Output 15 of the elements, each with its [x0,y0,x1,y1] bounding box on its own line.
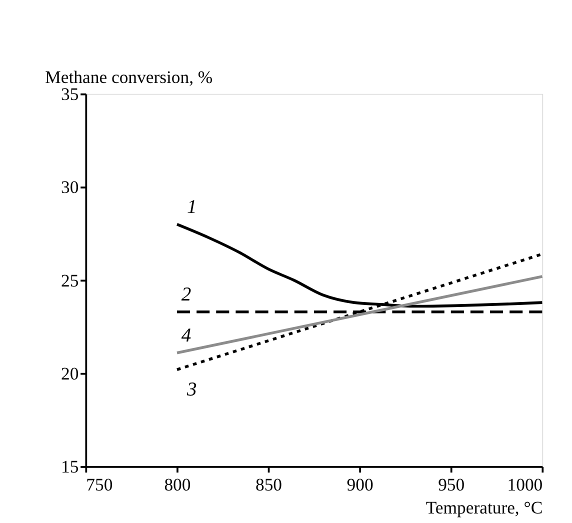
series-label: 2 [181,284,192,306]
y-tick-label: 25 [61,270,79,290]
series-label: 1 [187,197,197,218]
series-label: 3 [186,380,198,401]
x-tick-label: 800 [164,474,191,494]
y-tick-label: 15 [61,456,79,477]
x-tick-label: 850 [256,474,282,494]
x-axis-title: Temperature, °C [426,498,543,518]
x-tick-label: 950 [438,474,465,494]
x-tick-label: 750 [86,474,113,494]
x-tick-label: 1000 [507,474,543,494]
series-label: 4 [181,326,192,347]
x-tick-label: 900 [346,474,374,494]
y-tick-label: 20 [61,363,79,384]
y-tick-label: 30 [61,177,79,198]
